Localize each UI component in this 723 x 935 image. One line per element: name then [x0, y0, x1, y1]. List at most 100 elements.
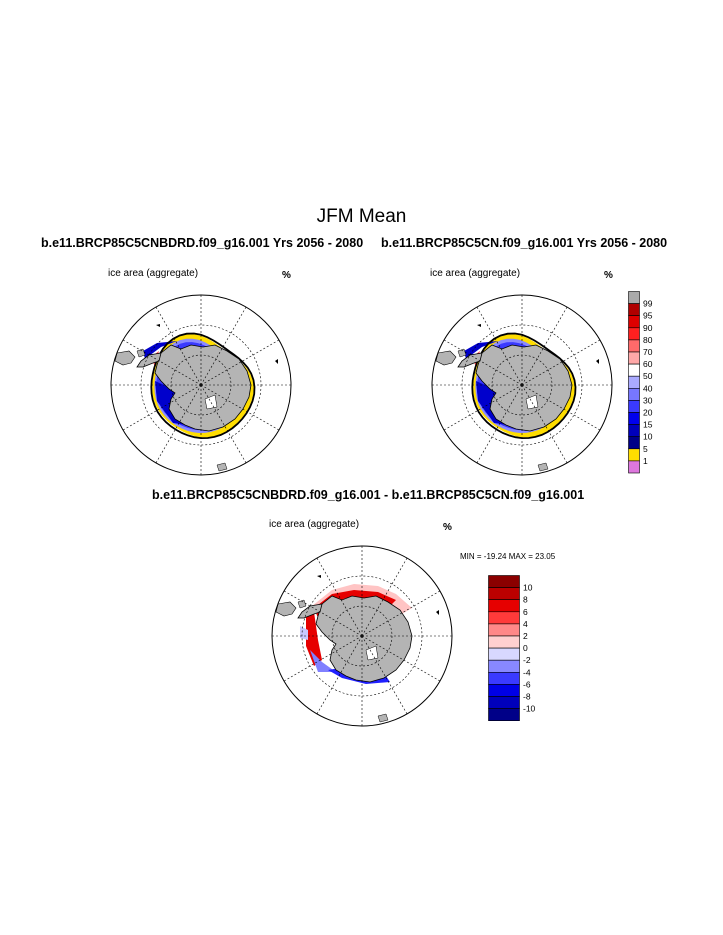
- ice-colorbar-box: [628, 436, 640, 450]
- panel-2-polar-map: [431, 294, 613, 476]
- diff-colorbar-box: [488, 684, 520, 697]
- island-land: [216, 462, 228, 472]
- diff-colorbar-box: [488, 708, 520, 722]
- ice-colorbar-tick-label: 20: [643, 408, 653, 418]
- meridian-line: [200, 306, 247, 386]
- diff-colorbar-tick-label: -4: [523, 667, 531, 677]
- ice-colorbar-box: [628, 339, 640, 353]
- ice-colorbar-tick-label: 30: [643, 395, 653, 405]
- ice-colorbar-box: [628, 400, 640, 413]
- meridian-line: [521, 384, 568, 464]
- meridian-line: [200, 384, 280, 431]
- island-land: [156, 324, 160, 327]
- ice-colorbar-tick-label: 80: [643, 335, 653, 345]
- diff-colorbar-box: [488, 599, 520, 613]
- ice-colorbar-box: [628, 315, 640, 329]
- diff-colorbar: 10 8 6 4 2 0 -2 -4 -6 -8 -10: [488, 575, 536, 722]
- map-gridlines: [432, 295, 612, 475]
- diff-min-max: MIN = -19.24 MAX = 23.05: [460, 552, 556, 561]
- diff-colorbar-tick-label: 0: [523, 643, 528, 653]
- meridian-line: [476, 306, 523, 386]
- meridian-line: [443, 384, 523, 431]
- diff-colorbar-tick-label: 10: [523, 583, 533, 593]
- island-land: [596, 359, 599, 364]
- ice-colorbar-box: [628, 291, 640, 304]
- map-border: [110, 294, 292, 476]
- diff-colorbar-tick-label: 6: [523, 607, 528, 617]
- ice-colorbar-tick-label: 90: [643, 323, 653, 333]
- positive-diff-region: [306, 612, 322, 666]
- map-border: [271, 545, 453, 727]
- ice-colorbar-tick-label: 95: [643, 311, 653, 321]
- antarctica-land: [154, 344, 252, 432]
- negative-diff-region: [310, 650, 336, 672]
- negative-diff-region: [300, 626, 308, 640]
- diff-colorbar-box: [488, 647, 520, 661]
- panel-1-title: b.e11.BRCP85C5CNBDRD.f09_g16.001 Yrs 205…: [41, 236, 364, 250]
- island-land: [136, 348, 146, 358]
- meridian-line: [361, 635, 408, 715]
- diff-colorbar-tick-label: 2: [523, 631, 528, 641]
- meridian-line: [476, 384, 523, 464]
- island-land: [477, 324, 481, 327]
- antarctic-peninsula-land: [297, 603, 323, 619]
- ice-shelf-gap: [204, 394, 218, 410]
- ice-colorbar-box: [628, 448, 640, 462]
- diff-colorbar-tick-label: -8: [523, 692, 531, 702]
- positive-diff-region: [312, 584, 412, 616]
- ice-colorbar-tick-label: 40: [643, 383, 653, 393]
- island-land: [317, 575, 321, 578]
- diff-panel-title: b.e11.BRCP85C5CNBDRD.f09_g16.001 - b.e11…: [152, 488, 585, 502]
- ice-colorbar-box: [628, 351, 640, 365]
- diff-colorbar-tick-label: 8: [523, 595, 528, 605]
- map-gridlines: [272, 546, 452, 726]
- island-land: [436, 610, 439, 615]
- ice-shelf-gap: [525, 394, 539, 410]
- meridian-line: [283, 590, 363, 637]
- diff-colorbar-box: [488, 672, 520, 685]
- meridian-line: [200, 384, 247, 464]
- ice-extent-contour: [471, 332, 577, 440]
- island-land: [275, 359, 278, 364]
- diff-colorbar-box: [488, 659, 520, 673]
- diff-colorbar-box: [488, 696, 520, 709]
- island-land: [537, 462, 549, 472]
- panel-1-variable-label: ice area (aggregate): [108, 268, 199, 279]
- south-america-land: [435, 350, 457, 366]
- island-land: [377, 713, 389, 723]
- diff-panel-units: %: [443, 522, 452, 533]
- ice-colorbar-box: [628, 327, 640, 341]
- south-america-land: [114, 350, 136, 366]
- ice-colorbar-box: [628, 460, 640, 474]
- antarctica-land: [315, 595, 413, 683]
- ice-shelf-gap: [365, 645, 379, 661]
- meridian-line: [316, 557, 363, 637]
- ice-colorbar-tick-label: 60: [643, 359, 653, 369]
- ice-colorbar-tick-label: 10: [643, 432, 653, 442]
- panel-2-units: %: [604, 270, 613, 281]
- meridian-line: [521, 384, 601, 431]
- ice-colorbar-box: [628, 363, 640, 377]
- diff-colorbar-tick-label: -6: [523, 679, 531, 689]
- meridian-line: [122, 384, 202, 431]
- meridian-line: [443, 339, 523, 386]
- map-border: [431, 294, 613, 476]
- panel-1-units: %: [282, 270, 291, 281]
- diff-colorbar-box: [488, 587, 520, 601]
- meridian-line: [122, 339, 202, 386]
- diff-colorbar-box: [488, 635, 520, 649]
- ice-colorbar-tick-label: 5: [643, 444, 648, 454]
- meridian-line: [316, 635, 363, 715]
- antarctic-peninsula-land: [457, 352, 483, 368]
- ice-colorbar-box: [628, 303, 640, 317]
- ice-colorbar-box: [628, 424, 640, 438]
- ice-colorbar-box: [628, 375, 640, 389]
- antarctic-peninsula-land: [136, 352, 162, 368]
- ice-colorbar-box: [628, 388, 640, 401]
- panel-2-variable-label: ice area (aggregate): [430, 268, 521, 279]
- meridian-line: [361, 635, 441, 682]
- ice-colorbar-tick-label: 50: [643, 371, 653, 381]
- diff-colorbar-tick-label: -2: [523, 655, 531, 665]
- map-gridlines: [111, 295, 291, 475]
- main-title: JFM Mean: [316, 206, 407, 227]
